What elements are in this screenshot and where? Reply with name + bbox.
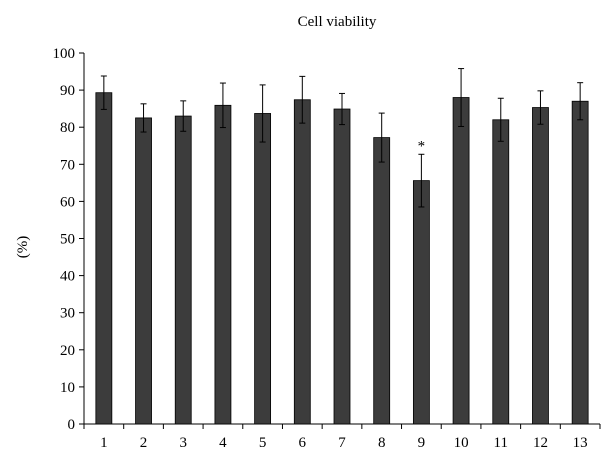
bar-2: [135, 117, 152, 425]
y-axis-label: (%): [15, 236, 31, 259]
bar-1: [95, 92, 113, 425]
bar-4: [214, 104, 232, 425]
x-tick-label: 5: [259, 435, 267, 451]
x-tick-label: 1: [100, 435, 108, 451]
bar-5: [254, 113, 272, 425]
y-tick-label: 80: [60, 120, 75, 136]
chart-title: Cell viability: [298, 14, 377, 30]
x-tick-label: 8: [378, 435, 386, 451]
bar-13: [571, 100, 589, 425]
y-tick-label: 0: [68, 417, 76, 433]
bar-9: [412, 180, 430, 425]
bar-7: [333, 108, 351, 425]
y-tick-label: 60: [60, 194, 75, 210]
x-tick-label: 7: [338, 435, 346, 451]
x-tick-label: 13: [573, 435, 588, 451]
x-tick-label: 2: [140, 435, 148, 451]
y-tick-label: 50: [60, 232, 75, 248]
bar-12: [532, 107, 549, 425]
bar-8: [373, 137, 391, 425]
x-tick-label: 9: [418, 435, 426, 451]
x-tick-label: 10: [454, 435, 469, 451]
bar-11: [492, 119, 510, 425]
y-tick-label: 10: [60, 380, 75, 396]
significance-marker: *: [418, 138, 426, 154]
y-tick-label: 90: [60, 83, 75, 99]
bar-6: [293, 99, 311, 425]
y-tick-label: 30: [60, 306, 75, 322]
y-tick-label: 20: [60, 343, 75, 359]
bar-3: [174, 115, 192, 425]
x-tick-label: 11: [494, 435, 508, 451]
y-tick-label: 40: [60, 269, 75, 285]
x-tick-label: 12: [533, 435, 548, 451]
bar-10: [452, 97, 470, 425]
x-tick-label: 6: [299, 435, 307, 451]
x-tick-label: 3: [179, 435, 187, 451]
y-tick-label: 70: [60, 157, 75, 173]
x-tick-label: 4: [219, 435, 227, 451]
y-tick-label: 100: [53, 46, 76, 62]
